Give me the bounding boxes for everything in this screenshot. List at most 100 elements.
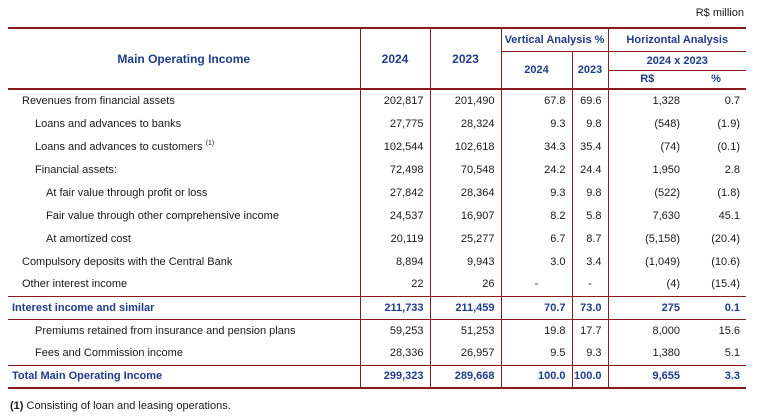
va-2024: 100.0 bbox=[501, 364, 573, 389]
value-2023: 26,957 bbox=[430, 342, 502, 365]
va-2024: 6.7 bbox=[501, 227, 573, 250]
value-2023: 28,324 bbox=[430, 112, 502, 135]
va-2023: 9.8 bbox=[572, 112, 609, 135]
value-2024: 22 bbox=[360, 273, 431, 296]
row-label: Fees and Commission income bbox=[8, 342, 361, 365]
value-2024: 102,544 bbox=[360, 135, 431, 158]
value-2023: 16,907 bbox=[430, 204, 502, 227]
row-label: Interest income and similar bbox=[8, 295, 361, 320]
row-label-text: Loans and advances to customers bbox=[35, 140, 203, 153]
ha-pct: 3.3 bbox=[686, 364, 747, 389]
ha-rs: 8,000 bbox=[652, 324, 680, 337]
vertical-analysis-header: Vertical Analysis % bbox=[501, 28, 609, 52]
va-2024: 34.3 bbox=[501, 135, 573, 158]
va-2024: 3.0 bbox=[501, 250, 573, 273]
row-label: Total Main Operating Income bbox=[8, 364, 361, 389]
va-2023: 17.7 bbox=[572, 319, 609, 342]
ha-rs: (74) bbox=[660, 140, 680, 153]
ha-rs: 7,630 bbox=[652, 209, 680, 222]
va-2024: - bbox=[501, 273, 573, 296]
va-2023: 9.8 bbox=[572, 181, 609, 204]
table-row: Other interest income 22 26 - - (4) (15.… bbox=[8, 273, 746, 296]
footnote-marker: (1) bbox=[205, 139, 215, 147]
ha-rs: 1,380 bbox=[652, 347, 680, 360]
ha-rs: 1,328 bbox=[652, 95, 680, 107]
value-2024: 211,733 bbox=[360, 295, 431, 320]
ha-rs: 1,950 bbox=[652, 163, 680, 176]
va-2024: 19.8 bbox=[501, 319, 573, 342]
ha-pct: 45.1 bbox=[718, 209, 741, 222]
row-label: Premiums retained from insurance and pen… bbox=[8, 319, 361, 342]
table-row: Loans and advances to banks 27,775 28,32… bbox=[8, 112, 746, 135]
value-2024: 202,817 bbox=[360, 89, 431, 112]
ha-pct: (20.4) bbox=[711, 232, 741, 245]
value-2024: 27,775 bbox=[360, 112, 431, 135]
ha-pct-header: % bbox=[711, 73, 721, 86]
row-label: Loans and advances to customers (1) bbox=[8, 135, 361, 158]
va-header-2023: 2023 bbox=[572, 51, 609, 89]
ha-pct: 15.6 bbox=[718, 324, 741, 337]
va-2023: 9.3 bbox=[572, 342, 609, 365]
footnote: (1) Consisting of loan and leasing opera… bbox=[10, 400, 231, 412]
ha-rs: 9,655 bbox=[608, 364, 686, 389]
table-row: At amortized cost 20,119 25,277 6.7 8.7 … bbox=[8, 227, 746, 250]
value-2023: 28,364 bbox=[430, 181, 502, 204]
va-2024: 8.2 bbox=[501, 204, 573, 227]
va-2024: 67.8 bbox=[501, 89, 573, 112]
va-2023: 73.0 bbox=[572, 295, 609, 320]
ha-rs-header: R$ bbox=[640, 73, 655, 86]
ha-pct: (1.9) bbox=[717, 117, 741, 130]
table-row: Revenues from financial assets 202,817 2… bbox=[8, 89, 746, 112]
total-row: Total Main Operating Income 299,323 289,… bbox=[8, 364, 747, 389]
table-row: Compulsory deposits with the Central Ban… bbox=[8, 250, 746, 273]
ha-pct: (1.8) bbox=[717, 186, 741, 199]
value-2023: 201,490 bbox=[430, 89, 502, 112]
row-label: At amortized cost bbox=[8, 227, 361, 250]
ha-pct: (0.1) bbox=[717, 140, 741, 153]
table-row: Premiums retained from insurance and pen… bbox=[8, 319, 746, 342]
unit-label: R$ million bbox=[695, 7, 744, 19]
ha-pct: (10.6) bbox=[711, 255, 741, 268]
value-2024: 24,537 bbox=[360, 204, 431, 227]
value-2023: 26 bbox=[430, 273, 502, 296]
va-2023: 5.8 bbox=[572, 204, 609, 227]
va-2023: - bbox=[572, 273, 609, 296]
row-label: At fair value through profit or loss bbox=[8, 181, 361, 204]
ha-rs: (5,158) bbox=[645, 232, 680, 245]
comparison-header: 2024 x 2023 bbox=[608, 51, 747, 71]
table-row: At fair value through profit or loss 27,… bbox=[8, 181, 746, 204]
footnote-marker: (1) bbox=[10, 400, 24, 412]
row-label: Loans and advances to banks bbox=[8, 112, 361, 135]
table-row: Financial assets: 72,498 70,548 24.2 24.… bbox=[8, 158, 746, 181]
ha-rs: (548) bbox=[654, 117, 680, 130]
va-2024: 24.2 bbox=[501, 158, 573, 181]
va-2024: 9.3 bbox=[501, 112, 573, 135]
ha-rs: (1,049) bbox=[645, 255, 680, 268]
value-2023: 51,253 bbox=[430, 319, 502, 342]
ha-pct: 0.7 bbox=[724, 95, 741, 107]
ha-rs: (522) bbox=[654, 186, 680, 199]
row-label: Compulsory deposits with the Central Ban… bbox=[8, 250, 361, 273]
value-2024: 20,119 bbox=[360, 227, 431, 250]
column-header-2024: 2024 bbox=[360, 28, 431, 89]
column-header-2023: 2023 bbox=[430, 28, 502, 89]
va-header-2024: 2024 bbox=[501, 51, 573, 89]
va-2023: 100.0 bbox=[572, 364, 609, 389]
row-label: Other interest income bbox=[8, 273, 361, 296]
row-label: Revenues from financial assets bbox=[8, 89, 361, 112]
operating-income-table: Main Operating Income 2024 2023 Vertical… bbox=[8, 27, 747, 389]
ha-rs: 275 bbox=[608, 295, 686, 320]
ha-pct: 5.1 bbox=[724, 347, 741, 360]
va-2024: 70.7 bbox=[501, 295, 573, 320]
va-2023: 3.4 bbox=[572, 250, 609, 273]
ha-pct: 0.1 bbox=[686, 295, 747, 320]
footnote-text: Consisting of loan and leasing operation… bbox=[26, 400, 231, 412]
value-2023: 102,618 bbox=[430, 135, 502, 158]
value-2024: 28,336 bbox=[360, 342, 431, 365]
row-label: Fair value through other comprehensive i… bbox=[8, 204, 361, 227]
table-title: Main Operating Income bbox=[8, 28, 361, 89]
ha-pct: (15.4) bbox=[711, 278, 741, 291]
table-row: Loans and advances to customers (1) 102,… bbox=[8, 135, 746, 158]
value-2023: 9,943 bbox=[430, 250, 502, 273]
horizontal-analysis-header: Horizontal Analysis bbox=[608, 28, 747, 52]
